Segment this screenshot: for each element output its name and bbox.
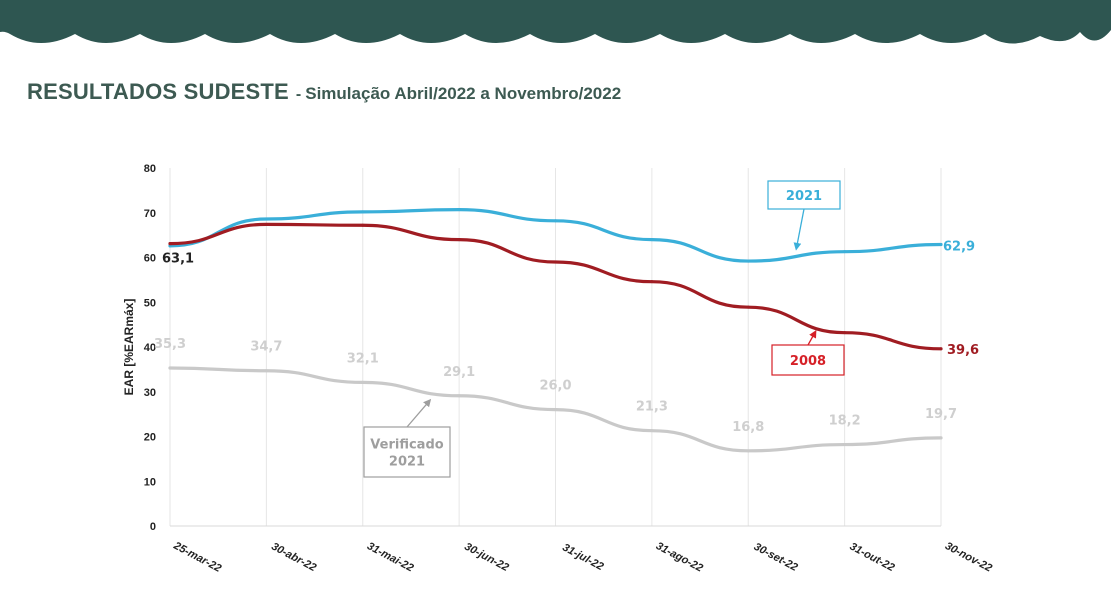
title-subtitle: Simulação Abril/2022 a Novembro/2022	[305, 84, 622, 103]
data-label-verificado-2021-30-nov-22: 19,7	[925, 407, 957, 422]
data-point-verificado-2021-31-jul-22	[554, 408, 557, 412]
series-line-2008	[168, 222, 943, 351]
header-wave-band	[0, 0, 1111, 44]
annotation-box-2008	[771, 344, 845, 376]
x-tick-label-31-ago-22: 31-ago-22	[654, 540, 705, 575]
y-tick-label-0: 0	[150, 521, 156, 533]
data-label-verificado-2021-31-ago-22: 21,3	[636, 400, 668, 415]
annotation-box-2021	[767, 180, 841, 210]
data-point-2021-30-abr-22	[264, 217, 268, 221]
data-label-verificado-2021-31-mai-22: 32,1	[347, 351, 379, 366]
x-tick-label-25-mar-22: 25-mar-22	[171, 539, 223, 574]
data-label-verificado-2021-30-abr-22: 34,7	[250, 340, 282, 355]
data-point-2021-31-ago-22	[650, 238, 654, 242]
data-label-2008-30-nov-22: 39,6	[947, 343, 979, 358]
annotation-text-2021-0: 2021	[786, 189, 822, 204]
title-main: RESULTADOS SUDESTE	[27, 79, 289, 104]
data-point-2021-31-out-22	[843, 250, 847, 254]
data-label-verificado-2021-30-set-22: 16,8	[732, 420, 764, 435]
annotation-box-verificado-2021	[363, 426, 451, 478]
data-point-verificado-2021-31-out-22	[843, 443, 847, 447]
annotation-text-verificado-2021-0: Verificado	[370, 438, 443, 453]
y-tick-label-50: 50	[144, 297, 156, 309]
y-axis-title: EAR [%EARmáx]	[122, 299, 136, 396]
data-point-2008-31-jul-22	[554, 260, 557, 264]
y-tick-label-30: 30	[144, 387, 156, 399]
data-label-verificado-2021-25-mar-22: 35,3	[154, 337, 186, 352]
data-point-2021-30-jun-22	[457, 208, 461, 212]
y-tick-label-20: 20	[144, 432, 156, 444]
data-point-verificado-2021-30-jun-22	[457, 394, 461, 398]
data-label-2021-30-nov-22: 62,9	[943, 240, 975, 255]
x-tick-label-30-jun-22: 30-jun-22	[462, 541, 510, 574]
x-tick-label-30-abr-22: 30-abr-22	[269, 541, 318, 575]
x-tick-label-30-nov-22: 30-nov-22	[943, 540, 994, 575]
data-point-2008-30-nov-22	[939, 347, 943, 351]
data-label-verificado-2021-31-out-22: 18,2	[829, 414, 861, 429]
data-point-2008-25-mar-22	[168, 242, 172, 246]
annotation-text-verificado-2021-1: 2021	[389, 455, 425, 470]
y-tick-label-40: 40	[144, 342, 156, 354]
y-tick-label-70: 70	[144, 208, 156, 220]
data-label-2008-25-mar-22: 63,1	[162, 252, 194, 267]
data-point-2008-30-jun-22	[457, 238, 461, 242]
title-separator: -	[295, 86, 302, 103]
slide-title: RESULTADOS SUDESTE - Simulação Abril/2022 …	[27, 72, 621, 104]
data-point-2021-30-nov-22	[939, 243, 943, 247]
data-point-verificado-2021-30-abr-22	[264, 369, 268, 373]
y-tick-label-80: 80	[144, 163, 156, 175]
annotation-arrow-2008	[807, 329, 817, 346]
data-point-verificado-2021-31-ago-22	[650, 429, 654, 433]
data-point-verificado-2021-30-set-22	[746, 449, 750, 453]
x-tick-label-31-out-22: 31-out-22	[848, 541, 897, 575]
x-tick-label-31-mai-22: 31-mai-22	[365, 540, 415, 574]
data-point-2008-31-ago-22	[650, 280, 654, 284]
y-tick-label-10: 10	[144, 476, 156, 488]
x-tick-label-30-set-22: 30-set-22	[752, 541, 800, 574]
data-point-2008-30-set-22	[746, 305, 750, 309]
data-point-2021-31-mai-22	[361, 210, 365, 214]
data-point-2021-31-jul-22	[554, 219, 557, 223]
data-point-2008-31-out-22	[843, 331, 847, 335]
data-point-verificado-2021-25-mar-22	[168, 366, 172, 370]
data-label-verificado-2021-30-jun-22: 29,1	[443, 365, 475, 380]
x-tick-label-31-jul-22: 31-jul-22	[560, 542, 605, 574]
data-point-verificado-2021-30-nov-22	[939, 436, 943, 440]
data-point-2008-30-abr-22	[264, 222, 268, 226]
data-point-verificado-2021-31-mai-22	[361, 380, 365, 384]
annotation-arrow-2021	[793, 208, 805, 251]
y-tick-label-60: 60	[144, 253, 156, 265]
data-point-2008-31-mai-22	[361, 223, 365, 227]
annotation-text-2008-0: 2008	[790, 354, 826, 369]
data-point-2021-30-set-22	[746, 259, 750, 263]
annotation-arrow-verificado-2021	[406, 398, 432, 428]
data-label-verificado-2021-31-jul-22: 26,0	[539, 379, 571, 394]
